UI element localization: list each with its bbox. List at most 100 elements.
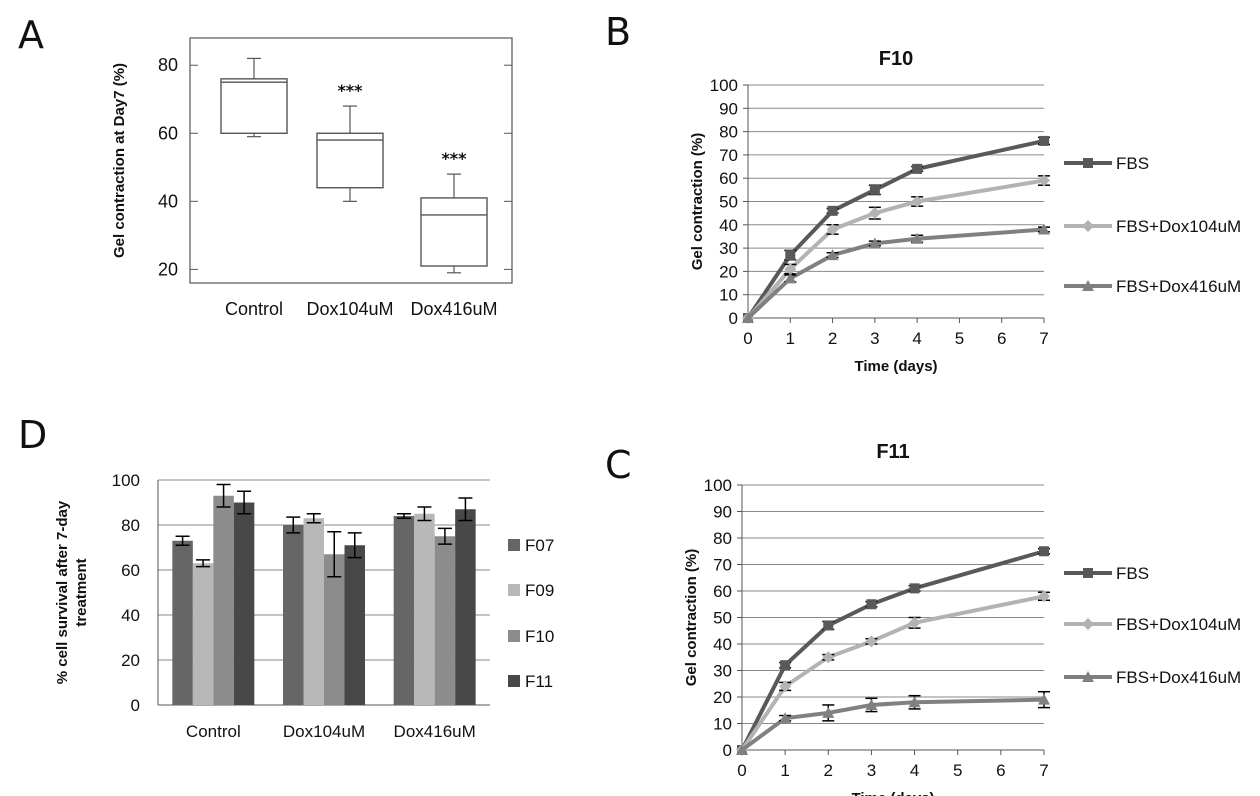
box bbox=[420, 197, 488, 267]
x-tick-label: Dox416uM bbox=[410, 299, 497, 319]
bar bbox=[172, 540, 193, 705]
series-line bbox=[740, 549, 1045, 751]
y-tick-label: 60 bbox=[158, 123, 178, 143]
data-point bbox=[826, 249, 839, 261]
x-tick-label: 3 bbox=[867, 761, 876, 780]
x-tick-label: 5 bbox=[955, 329, 964, 348]
legend-label: F11 bbox=[525, 672, 553, 691]
bar bbox=[283, 525, 304, 705]
significance-label: *** bbox=[441, 149, 467, 168]
legend-marker bbox=[1083, 568, 1093, 578]
data-point bbox=[779, 680, 792, 693]
data-point bbox=[736, 744, 748, 755]
data-point bbox=[868, 237, 881, 249]
legend-label: FBS+Dox104uM bbox=[1116, 217, 1241, 236]
y-tick-label: 40 bbox=[158, 191, 178, 211]
chart-title: F10 bbox=[879, 48, 913, 70]
legend-label: FBS+Dox104uM bbox=[1116, 615, 1241, 634]
y-tick-label: 50 bbox=[719, 193, 738, 212]
data-point bbox=[785, 250, 796, 261]
data-point bbox=[911, 232, 924, 244]
data-point bbox=[784, 272, 797, 284]
data-point bbox=[865, 698, 878, 710]
y-tick-label: 70 bbox=[719, 146, 738, 165]
x-tick-label: 1 bbox=[780, 761, 789, 780]
bar bbox=[233, 502, 255, 705]
y-tick-label: 100 bbox=[704, 476, 732, 495]
bar bbox=[393, 516, 415, 705]
box bbox=[220, 78, 288, 134]
y-tick-label: 80 bbox=[713, 529, 732, 548]
line-chart-f10: F10 0 10 20 30 40 50 60 70 80 90 100 0 1 2 3 4 5 6 7 Time (d… bbox=[689, 48, 1241, 375]
y-tick-label: 60 bbox=[121, 561, 140, 580]
data-point bbox=[779, 712, 792, 724]
y-axis-title: % cell survival after 7-day bbox=[54, 500, 71, 684]
data-point bbox=[822, 706, 835, 718]
x-tick-label: 0 bbox=[737, 761, 746, 780]
box bbox=[316, 132, 384, 189]
panel-letter-c: C bbox=[605, 443, 632, 487]
data-point bbox=[742, 312, 754, 323]
data-point bbox=[911, 195, 924, 208]
x-tick-label: 5 bbox=[953, 761, 962, 780]
data-point bbox=[1039, 135, 1049, 146]
legend-label: F07 bbox=[525, 536, 554, 555]
y-tick-label: 80 bbox=[121, 516, 140, 535]
y-tick-label: 60 bbox=[713, 582, 732, 601]
y-axis-title: treatment bbox=[73, 558, 90, 626]
bar bbox=[344, 545, 365, 705]
x-tick-label: 1 bbox=[786, 329, 795, 348]
data-point bbox=[1038, 590, 1050, 603]
legend-swatch bbox=[508, 539, 520, 551]
panel-letter-d: D bbox=[18, 413, 47, 457]
legend-label: F10 bbox=[525, 627, 554, 646]
y-tick-label: 100 bbox=[710, 76, 738, 95]
data-point bbox=[823, 620, 834, 631]
bar bbox=[414, 513, 435, 705]
legend-swatch bbox=[508, 630, 520, 642]
y-tick-label: 40 bbox=[121, 606, 140, 625]
legend-marker bbox=[1082, 671, 1094, 682]
y-tick-label: 100 bbox=[112, 471, 140, 490]
bar-chart-cell-survival: 0 20 40 60 80 100 % cell survival after 7-day t… bbox=[54, 471, 554, 741]
series-line bbox=[746, 227, 1045, 320]
bar bbox=[455, 509, 476, 705]
legend-label: F09 bbox=[525, 581, 554, 600]
y-tick-label: 70 bbox=[713, 556, 732, 575]
data-point bbox=[780, 660, 791, 671]
series-line bbox=[740, 594, 1045, 752]
bar bbox=[213, 495, 234, 705]
y-tick-label: 80 bbox=[158, 55, 178, 75]
chart-title: F11 bbox=[876, 441, 909, 463]
y-tick-label: 10 bbox=[713, 715, 732, 734]
legend-label: FBS+Dox416uM bbox=[1116, 277, 1241, 296]
panel-letter-a: A bbox=[18, 13, 44, 57]
series-line bbox=[740, 697, 1045, 752]
data-point bbox=[1038, 174, 1050, 187]
data-point bbox=[866, 599, 877, 610]
panel-letter-b: B bbox=[605, 10, 631, 54]
x-tick-label: 7 bbox=[1039, 761, 1048, 780]
data-point bbox=[784, 263, 797, 276]
data-point bbox=[1038, 693, 1050, 705]
data-point bbox=[912, 163, 923, 174]
x-tick-label: 7 bbox=[1039, 329, 1048, 348]
y-tick-label: 30 bbox=[719, 239, 738, 258]
y-tick-label: 0 bbox=[723, 741, 732, 760]
data-point bbox=[865, 635, 878, 648]
bar bbox=[324, 554, 345, 705]
significance-label: *** bbox=[337, 81, 363, 100]
legend-marker bbox=[1083, 158, 1093, 168]
data-point bbox=[1038, 223, 1050, 235]
x-tick-label: 2 bbox=[824, 761, 833, 780]
y-axis-title: Gel contraction at Day7 (%) bbox=[111, 63, 128, 258]
legend-label: FBS+Dox416uM bbox=[1116, 668, 1241, 687]
plot-frame bbox=[189, 37, 513, 284]
x-tick-label: Dox416uM bbox=[394, 722, 476, 741]
legend-label: FBS bbox=[1116, 564, 1149, 583]
y-tick-label: 30 bbox=[713, 662, 732, 681]
data-point bbox=[826, 223, 839, 236]
y-tick-label: 0 bbox=[729, 309, 738, 328]
x-tick-label: Dox104uM bbox=[306, 299, 393, 319]
